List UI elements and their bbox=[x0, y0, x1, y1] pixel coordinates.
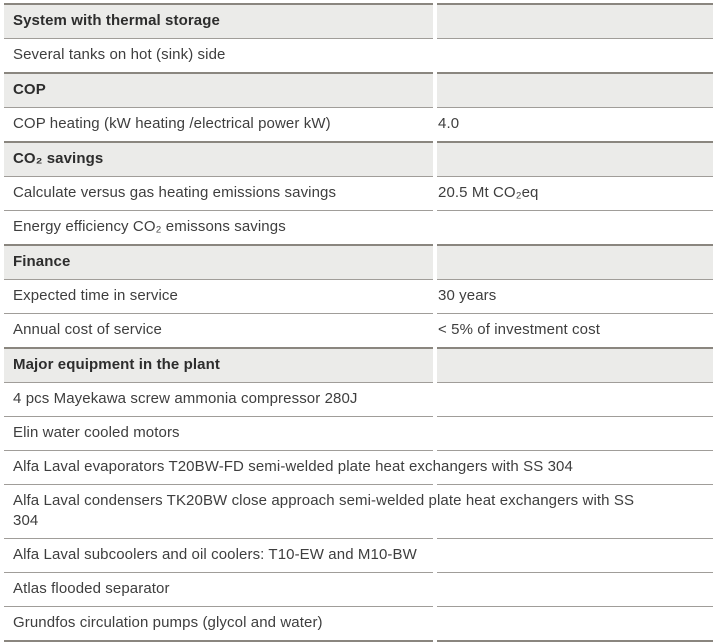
row-label: 4 pcs Mayekawa screw ammonia compressor … bbox=[4, 382, 433, 416]
row-label: Alfa Laval subcoolers and oil coolers: T… bbox=[4, 538, 433, 572]
row-label: Elin water cooled motors bbox=[4, 416, 433, 450]
table-row: Energy efficiency CO₂ emissons savings bbox=[4, 210, 713, 244]
row-label: Alfa Laval evaporators T20BW-FD semi-wel… bbox=[4, 450, 713, 484]
row-value bbox=[437, 210, 713, 244]
table-row: Calculate versus gas heating emissions s… bbox=[4, 176, 713, 210]
row-label: Several tanks on hot (sink) side bbox=[4, 38, 433, 72]
section-title: System with thermal storage bbox=[4, 3, 433, 38]
table-row: Several tanks on hot (sink) side bbox=[4, 38, 713, 72]
table-row: Elin water cooled motors bbox=[4, 416, 713, 450]
row-value bbox=[437, 538, 713, 572]
row-value: 4.0 bbox=[437, 107, 713, 141]
table-row: Grundfos circulation pumps (glycol and w… bbox=[4, 606, 713, 642]
row-value bbox=[437, 382, 713, 416]
row-label: Alfa Laval condensers TK20BW close appro… bbox=[4, 484, 713, 538]
row-value: 20.5 Mt CO₂eq bbox=[437, 176, 713, 210]
spec-table: System with thermal storage Several tank… bbox=[0, 3, 717, 642]
row-value bbox=[437, 38, 713, 72]
section-header-row: Major equipment in the plant bbox=[4, 347, 713, 382]
row-label: Calculate versus gas heating emissions s… bbox=[4, 176, 433, 210]
row-label: Expected time in service bbox=[4, 279, 433, 313]
row-value bbox=[437, 572, 713, 606]
row-label: Atlas flooded separator bbox=[4, 572, 433, 606]
section-header-row: Finance bbox=[4, 244, 713, 279]
row-label: Annual cost of service bbox=[4, 313, 433, 347]
table-row: Annual cost of service < 5% of investmen… bbox=[4, 313, 713, 347]
section-header-row: CO₂ savings bbox=[4, 141, 713, 176]
section-header-row: COP bbox=[4, 72, 713, 107]
row-label: Energy efficiency CO₂ emissons savings bbox=[4, 210, 433, 244]
section-title: COP bbox=[4, 72, 433, 107]
table-row: Alfa Laval subcoolers and oil coolers: T… bbox=[4, 538, 713, 572]
row-label: COP heating (kW heating /electrical powe… bbox=[4, 107, 433, 141]
section-header-spacer bbox=[437, 141, 713, 176]
table-row: COP heating (kW heating /electrical powe… bbox=[4, 107, 713, 141]
section-header-spacer bbox=[437, 244, 713, 279]
row-value: 30 years bbox=[437, 279, 713, 313]
row-value bbox=[437, 606, 713, 642]
table-row: Alfa Laval evaporators T20BW-FD semi-wel… bbox=[4, 450, 713, 484]
row-value bbox=[437, 416, 713, 450]
section-title: CO₂ savings bbox=[4, 141, 433, 176]
section-header-spacer bbox=[437, 3, 713, 38]
section-title: Major equipment in the plant bbox=[4, 347, 433, 382]
section-header-spacer bbox=[437, 72, 713, 107]
row-value: < 5% of investment cost bbox=[437, 313, 713, 347]
table-row: Atlas flooded separator bbox=[4, 572, 713, 606]
section-title: Finance bbox=[4, 244, 433, 279]
section-header-spacer bbox=[437, 347, 713, 382]
table-row: 4 pcs Mayekawa screw ammonia compressor … bbox=[4, 382, 713, 416]
table-row: Alfa Laval condensers TK20BW close appro… bbox=[4, 484, 713, 538]
row-label: Grundfos circulation pumps (glycol and w… bbox=[4, 606, 433, 642]
section-header-row: System with thermal storage bbox=[4, 3, 713, 38]
table-row: Expected time in service 30 years bbox=[4, 279, 713, 313]
